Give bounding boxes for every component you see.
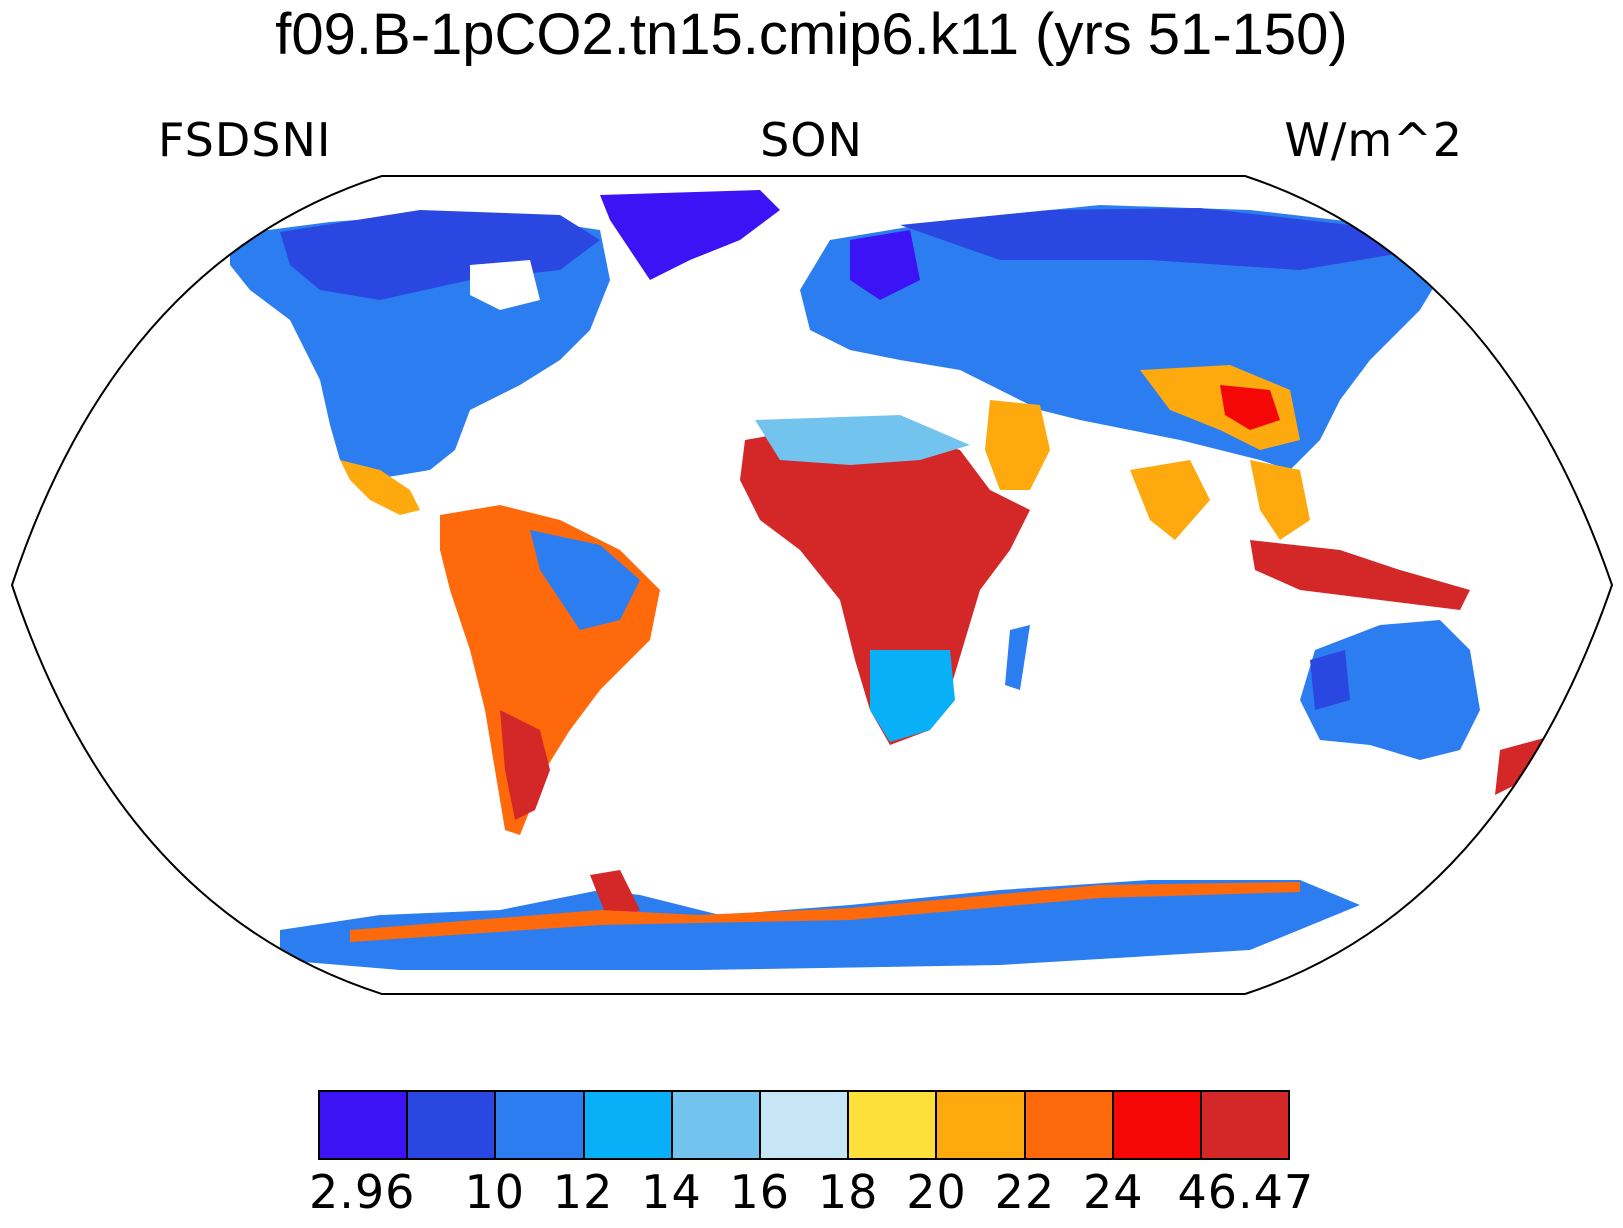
season-label: SON [760,113,863,167]
siberia-dark [900,208,1420,270]
mexico [340,460,420,515]
india [1130,460,1210,540]
colorbar-swatch [320,1092,409,1158]
canada-arctic [280,210,600,300]
colorbar-label: 16 [729,1165,791,1219]
colorbar-label: 2.96 [308,1165,416,1219]
antarctic-peninsula [590,870,640,925]
colorbar-swatch [1201,1092,1289,1158]
colorbar-label: 10 [464,1165,525,1219]
colorbar-swatch [937,1092,1026,1158]
colorbar-labels: 2.96 10 12 14 16 18 20 22 24 46.47 [0,1168,1623,1228]
tibet-china [1140,365,1300,450]
colorbar-swatch [1025,1092,1114,1158]
colorbar-swatch [584,1092,673,1158]
scandinavia [850,230,920,300]
madagascar [1005,625,1030,690]
colorbar-swatch [849,1092,938,1158]
variable-name: FSDSNI [158,113,332,167]
southeast-asia [1250,460,1310,540]
colorbar-label: 18 [817,1165,879,1219]
colorbar-label: 46.47 [1177,1165,1315,1219]
colorbar-label: 14 [641,1165,702,1219]
africa-land [740,425,1030,745]
colorbar-label: 20 [906,1165,967,1219]
greenland [600,190,780,280]
south-america-south [500,710,550,820]
indonesia [1250,540,1470,610]
colorbar-label: 12 [552,1165,614,1219]
amazon-blue [530,530,640,630]
units-label: W/m^2 [1284,113,1463,167]
colorbar [318,1090,1290,1160]
china-red [1220,385,1280,430]
sahara-north [755,415,970,465]
colorbar-swatch [672,1092,761,1158]
southern-africa [870,650,955,742]
map-boundary [10,175,1614,995]
colorbar-label: 24 [1082,1165,1144,1219]
colorbar-label: 22 [994,1165,1056,1219]
world-map [0,170,1623,1000]
antarctica-land [280,880,1360,970]
colorbar-swatch [1113,1092,1202,1158]
antarctica-coast [350,882,1300,942]
map-svg [10,175,1614,995]
new-zealand [1495,735,1555,795]
australia-west [1310,650,1350,710]
plot-title: f09.B-1pCO2.tn15.cmip6.k11 (yrs 51-150) [275,2,1348,67]
arabia [985,400,1050,490]
colorbar-swatch [408,1092,497,1158]
colorbar-swatch [496,1092,585,1158]
hudson-bay [470,260,540,310]
colorbar-swatch [760,1092,850,1158]
